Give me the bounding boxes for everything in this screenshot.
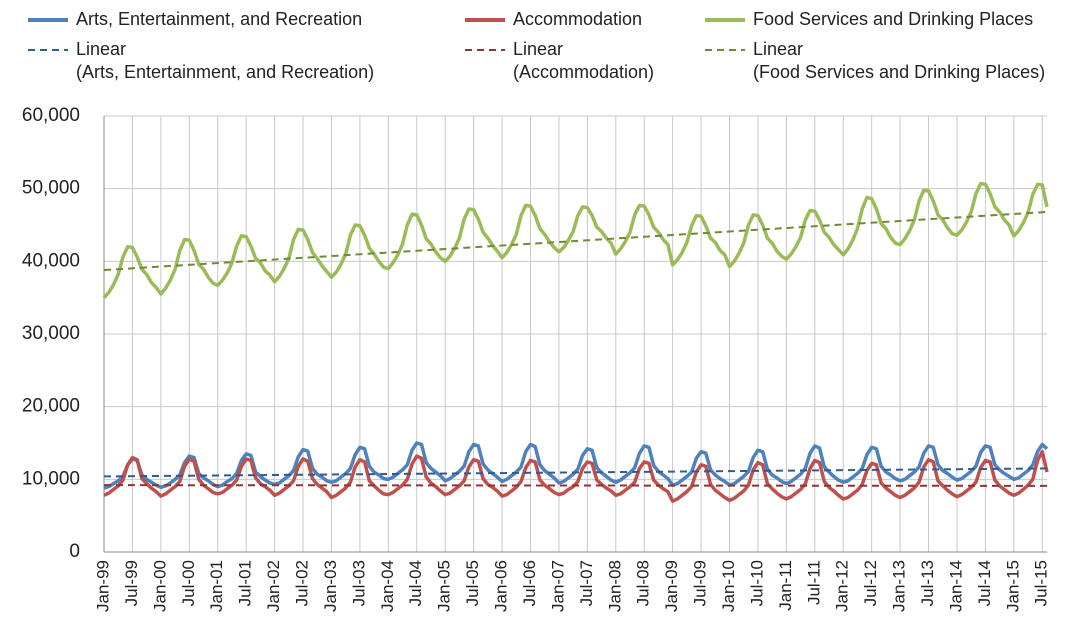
legend-label: (Arts, Entertainment, and Recreation): [76, 62, 374, 82]
y-tick-label: 20,000: [22, 396, 80, 417]
x-tick-label: Jul-05: [463, 560, 482, 606]
trend-line: [103, 210, 1048, 272]
x-tick-label: Jul-08: [634, 560, 653, 606]
x-tick-label: Jan-12: [833, 560, 852, 612]
x-tick-label: Jul-07: [577, 560, 596, 606]
x-tick-label: Jul-10: [747, 560, 766, 606]
x-tick-label: Jan-07: [548, 560, 567, 612]
x-tick-label: Jan-08: [605, 560, 624, 612]
x-tick-label: Jul-14: [975, 560, 994, 606]
x-tick-label: Jan-15: [1003, 560, 1022, 612]
trend-line: [103, 484, 1048, 487]
x-tick-label: Jul-00: [179, 560, 198, 606]
x-tick-label: Jan-11: [776, 560, 795, 611]
series-line: [103, 441, 1049, 490]
x-tick-label: Jul-06: [520, 560, 539, 606]
x-tick-label: Jul-03: [349, 560, 368, 606]
y-tick-label: 30,000: [22, 323, 80, 344]
legend-label: Linear: [513, 39, 563, 59]
y-tick-label: 50,000: [22, 178, 80, 199]
x-tick-label: Jul-02: [293, 560, 312, 606]
legend-label: (Food Services and Drinking Places): [753, 62, 1045, 82]
x-tick-label: Jul-13: [918, 560, 937, 606]
trend-line: [103, 467, 1048, 478]
legend-label: Linear: [753, 39, 803, 59]
y-tick-label: 40,000: [22, 250, 80, 271]
legend-label: Accommodation: [513, 9, 642, 29]
x-tick-label: Jan-10: [719, 560, 738, 612]
y-tick-label: 0: [69, 541, 80, 562]
series-line: [103, 449, 1049, 503]
x-tick-label: Jul-12: [861, 560, 880, 606]
legend-label: (Accommodation): [513, 62, 654, 82]
x-tick-label: Jan-00: [150, 560, 169, 612]
x-tick-label: Jan-05: [435, 560, 454, 612]
x-tick-label: Jan-14: [946, 560, 965, 612]
x-tick-label: Jul-99: [122, 560, 141, 606]
y-tick-label: 60,000: [22, 105, 80, 126]
x-tick-label: Jan-99: [93, 560, 112, 612]
x-tick-label: Jul-09: [691, 560, 710, 606]
x-tick-label: Jul-11: [804, 560, 823, 605]
x-tick-label: Jul-01: [236, 560, 255, 606]
x-tick-label: Jul-15: [1032, 560, 1051, 606]
x-tick-label: Jan-04: [378, 560, 397, 612]
x-tick-label: Jul-04: [406, 560, 425, 606]
x-tick-label: Jan-02: [264, 560, 283, 612]
x-tick-label: Jan-03: [321, 560, 340, 612]
x-tick-label: Jan-01: [207, 560, 226, 612]
x-tick-label: Jan-09: [662, 560, 681, 612]
x-tick-label: Jan-13: [890, 560, 909, 612]
legend-label: Food Services and Drinking Places: [753, 9, 1033, 29]
x-tick-label: Jan-06: [492, 560, 511, 612]
legend-label: Linear: [76, 39, 126, 59]
y-tick-label: 10,000: [22, 468, 80, 489]
series-line: [102, 181, 1049, 299]
legend-label: Arts, Entertainment, and Recreation: [76, 9, 362, 29]
